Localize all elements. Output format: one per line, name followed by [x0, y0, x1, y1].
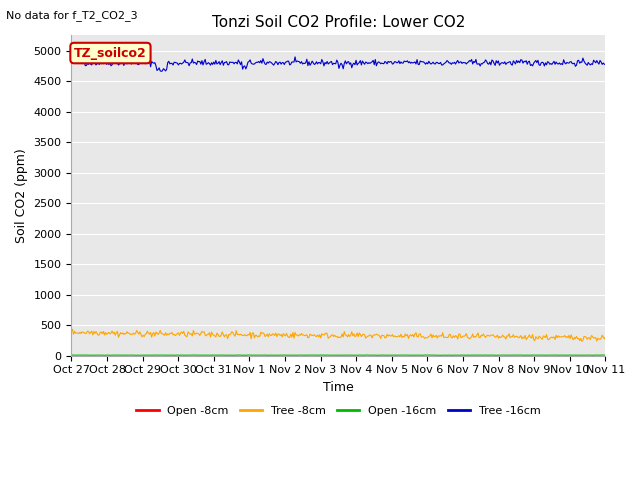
Tree -16cm	[602, 62, 609, 68]
Tree -8cm	[506, 335, 514, 340]
Text: No data for f_T2_CO2_3: No data for f_T2_CO2_3	[6, 10, 138, 21]
Tree -8cm	[323, 330, 330, 336]
Tree -16cm	[68, 59, 76, 65]
Tree -8cm	[358, 334, 365, 339]
Open -16cm	[326, 352, 333, 358]
Text: TZ_soilco2: TZ_soilco2	[74, 47, 147, 60]
Legend: Open -8cm, Tree -8cm, Open -16cm, Tree -16cm: Open -8cm, Tree -8cm, Open -16cm, Tree -…	[132, 402, 545, 420]
Open -16cm	[387, 352, 394, 358]
Tree -16cm	[508, 61, 515, 67]
Tree -16cm	[387, 59, 395, 65]
Tree -8cm	[591, 335, 598, 341]
Tree -8cm	[578, 338, 586, 344]
Open -16cm	[358, 352, 365, 358]
Open -16cm	[175, 352, 183, 358]
Title: Tonzi Soil CO2 Profile: Lower CO2: Tonzi Soil CO2 Profile: Lower CO2	[212, 15, 465, 30]
Open -16cm	[68, 352, 76, 358]
Tree -16cm	[157, 69, 165, 74]
Open -16cm	[323, 352, 330, 358]
Tree -8cm	[387, 333, 394, 339]
Tree -8cm	[68, 326, 76, 332]
Tree -16cm	[323, 59, 331, 64]
Tree -16cm	[326, 59, 334, 65]
Tree -16cm	[291, 54, 299, 60]
Open -16cm	[506, 352, 514, 358]
Tree -8cm	[68, 328, 76, 334]
Open -16cm	[591, 352, 598, 358]
Y-axis label: Soil CO2 (ppm): Soil CO2 (ppm)	[15, 148, 28, 243]
Open -16cm	[602, 352, 609, 358]
Line: Tree -16cm: Tree -16cm	[72, 57, 605, 72]
Tree -16cm	[591, 59, 598, 64]
Tree -16cm	[358, 58, 366, 64]
Tree -8cm	[326, 335, 333, 340]
Tree -8cm	[602, 334, 609, 340]
X-axis label: Time: Time	[323, 381, 354, 394]
Open -16cm	[552, 352, 560, 358]
Line: Tree -8cm: Tree -8cm	[72, 329, 605, 341]
